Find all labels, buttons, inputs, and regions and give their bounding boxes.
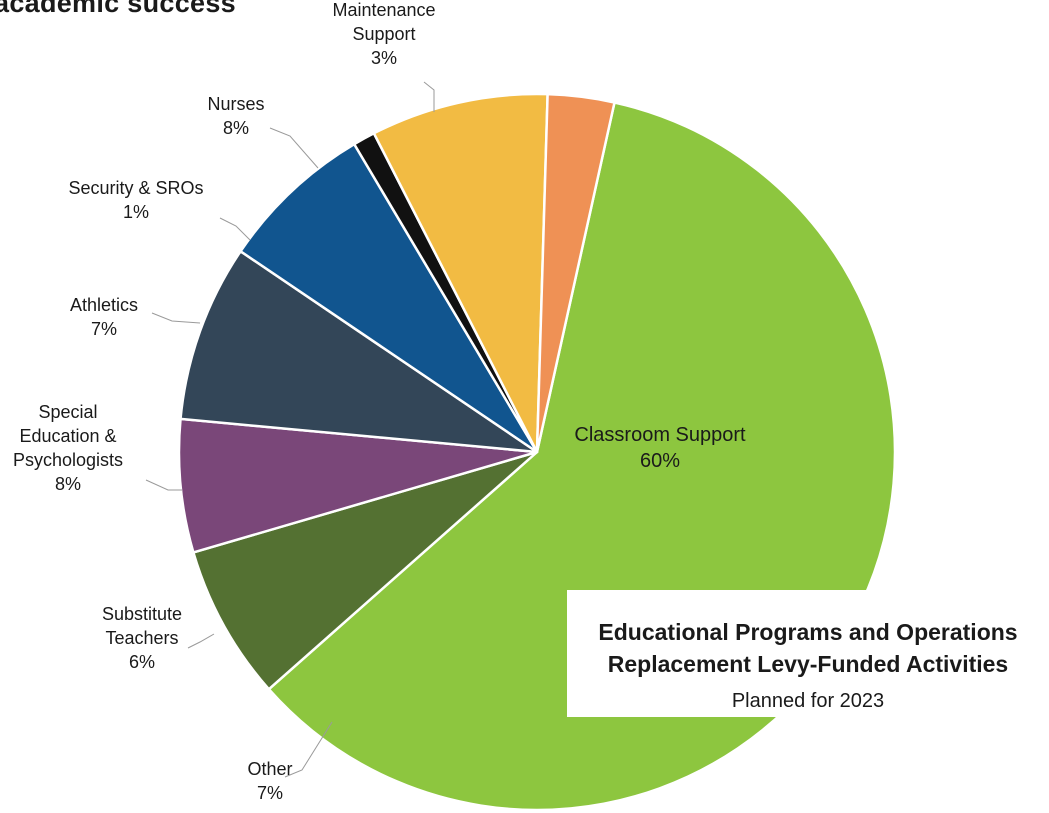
slice-label: Special Education & Psychologists 8% bbox=[13, 402, 123, 494]
slice-value-label: 60% bbox=[640, 450, 680, 472]
slice-value-label: 1% bbox=[123, 202, 149, 222]
slice-value-label: 7% bbox=[257, 783, 283, 803]
chart-subtitle: Planned for 2023 bbox=[731, 690, 885, 712]
pie-slice-special-education-psychologists bbox=[179, 250, 539, 454]
slice-name-label: Education & bbox=[19, 426, 116, 446]
slice-name-label: Substitute bbox=[102, 604, 182, 624]
pie-slice-substitute-teachers bbox=[177, 417, 539, 554]
slice-value-label: 6% bbox=[129, 652, 155, 672]
slice-name-label: Teachers bbox=[105, 628, 178, 648]
chart-title: Educational Programs and Operations Repl… bbox=[567, 616, 1049, 680]
slice-label: Athletics 7% bbox=[70, 295, 138, 339]
leader-lines bbox=[145, 81, 435, 778]
leader-line bbox=[151, 312, 201, 324]
pie-slices bbox=[177, 92, 897, 812]
slice-name-label: Other bbox=[247, 759, 292, 779]
slice-label: Maintenance Support 3% bbox=[332, 0, 435, 68]
chart-title-line: Educational Programs and Operations bbox=[598, 619, 1018, 645]
slice-label: Substitute Teachers 6% bbox=[102, 604, 182, 672]
slice-name-label: Classroom Support bbox=[574, 424, 746, 446]
leader-line bbox=[269, 127, 319, 169]
pie-slice-athletics bbox=[239, 142, 539, 454]
slice-name-label: Athletics bbox=[70, 295, 138, 315]
page-heading: academic success bbox=[0, 0, 236, 18]
slice-value-label: 7% bbox=[91, 319, 117, 339]
leader-line bbox=[187, 633, 215, 649]
leader-line bbox=[284, 721, 333, 778]
leader-line bbox=[145, 479, 182, 491]
chart-title-line: Replacement Levy-Funded Activities bbox=[607, 651, 1009, 677]
chart-title-box: Educational Programs and Operations Repl… bbox=[567, 590, 1049, 717]
slice-value-label: 8% bbox=[223, 118, 249, 138]
pie-slice-nurses bbox=[372, 92, 549, 454]
slice-name-label: Nurses bbox=[207, 94, 264, 114]
slice-value-label: 3% bbox=[371, 48, 397, 68]
leader-line bbox=[219, 217, 251, 241]
slice-label: Other 7% bbox=[247, 759, 292, 803]
slice-name-label: Security & SROs bbox=[68, 178, 203, 198]
slice-label: Classroom Support 60% bbox=[574, 424, 746, 472]
slice-label: Nurses 8% bbox=[207, 94, 264, 138]
pie-slice-other bbox=[192, 450, 539, 691]
slice-label: Security & SROs 1% bbox=[68, 178, 203, 222]
slice-name-label: Maintenance bbox=[332, 0, 435, 20]
slice-value-label: 8% bbox=[55, 474, 81, 494]
slice-name-label: Psychologists bbox=[13, 450, 123, 470]
pie-slice-maintenance-support bbox=[535, 92, 616, 454]
slice-labels: Classroom Support 60% Other 7% Substitute Tea… bbox=[13, 0, 746, 803]
leader-line bbox=[423, 81, 435, 112]
slice-name-label: Support bbox=[352, 24, 415, 44]
slice-name-label: Special bbox=[38, 402, 97, 422]
